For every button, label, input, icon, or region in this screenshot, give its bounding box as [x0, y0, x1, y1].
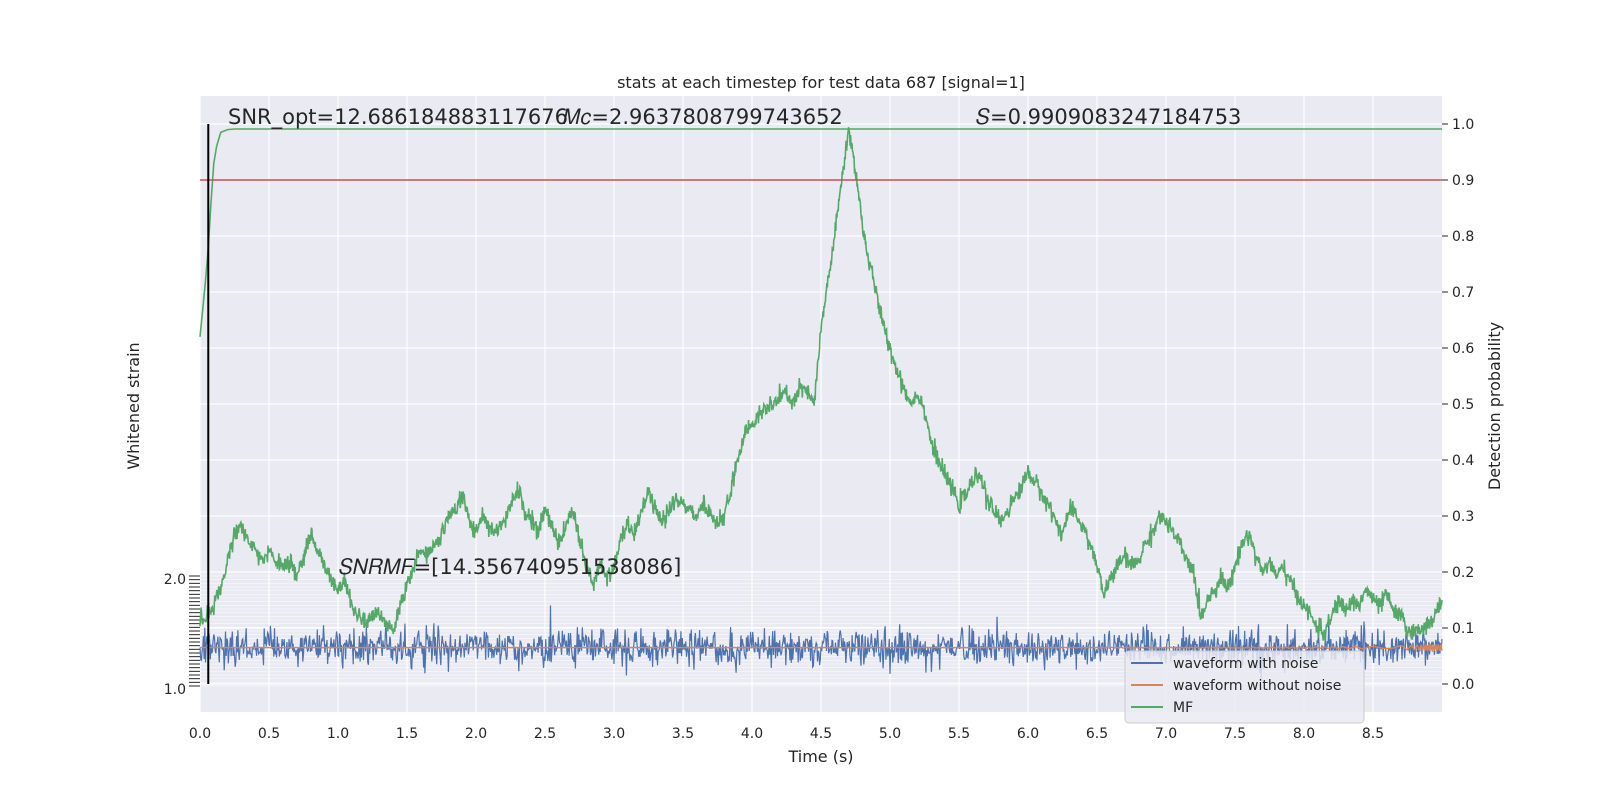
legend-box	[1124, 650, 1365, 724]
right-tick-label: 0.1	[1452, 621, 1474, 637]
x-tick-label: 3.5	[672, 726, 694, 742]
x-tick-label: 8.0	[1293, 726, 1315, 742]
left-axis-ticks: 2.0 1.0	[164, 572, 186, 698]
x-axis-label: Time (s)	[787, 747, 853, 766]
legend-label-clean: waveform without noise	[1173, 678, 1341, 694]
right-tick-label: 0.9	[1452, 173, 1474, 189]
x-tick-label: 4.5	[810, 726, 832, 742]
right-tick-label: 0.3	[1452, 509, 1474, 525]
x-tick-label: 2.0	[465, 726, 487, 742]
noise-line	[199, 605, 1443, 682]
left-axis-label: Whitened strain	[124, 342, 143, 469]
x-tick-label: 0.5	[258, 726, 280, 742]
right-tick-label: 0.2	[1452, 565, 1474, 581]
x-tick-label: 6.0	[1017, 726, 1039, 742]
legend-label-mf: MF	[1173, 700, 1193, 716]
annotation-snr-opt: SNR_opt=12.686184883117676	[228, 105, 568, 130]
legend-label-noise: waveform with noise	[1173, 656, 1318, 672]
right-axis-label: Detection probability	[1485, 322, 1504, 490]
x-tick-label: 1.0	[327, 726, 349, 742]
right-tick-label: 1.0	[1452, 117, 1474, 133]
x-tick-label: 8.5	[1362, 726, 1384, 742]
right-tick-label: 0.6	[1452, 341, 1474, 357]
x-tick-label: 2.5	[534, 726, 556, 742]
right-tick-label: 0.7	[1452, 285, 1474, 301]
x-tick-label: 1.5	[396, 726, 418, 742]
right-axis-ticks: 0.0 0.1 0.2 0.3 0.4 0.5 0.6 0.7 0.8 0.9 1.0	[1442, 117, 1474, 693]
right-tick-label: 0.8	[1452, 229, 1474, 245]
x-tick-label: 4.0	[741, 726, 763, 742]
left-tick-bottom: 1.0	[164, 682, 186, 698]
series-waveform-without-noise	[200, 642, 1443, 653]
annotation-mc: 𝑀𝑐=2.9637808799743652	[563, 105, 843, 129]
legend: waveform with noise waveform without noi…	[1124, 650, 1365, 724]
x-tick-label: 6.5	[1086, 726, 1108, 742]
mf-line	[199, 127, 1443, 642]
right-tick-label: 0.0	[1452, 677, 1474, 693]
chart-title: stats at each timestep for test data 687…	[617, 73, 1025, 92]
x-tick-label: 5.5	[948, 726, 970, 742]
clean-line	[200, 642, 1443, 653]
right-tick-label: 0.4	[1452, 453, 1474, 469]
x-tick-label: 7.5	[1224, 726, 1246, 742]
left-tick-top: 2.0	[164, 572, 186, 588]
x-tick-label: 3.0	[603, 726, 625, 742]
x-tick-label: 7.0	[1155, 726, 1177, 742]
x-tick-label: 5.0	[879, 726, 901, 742]
annotation-snr-mf: 𝑆𝑁𝑅𝑀𝐹=[14.356740951538086]	[339, 555, 681, 579]
right-tick-label: 0.5	[1452, 397, 1474, 413]
x-axis-ticks: 0.0 0.5 1.0 1.5 2.0 2.5 3.0 3.5 4.0 4.5 5.0 5.5 6.0 6…	[189, 726, 1384, 742]
annotation-s: 𝑆=0.9909083247184753	[976, 105, 1241, 129]
x-tick-label: 0.0	[189, 726, 211, 742]
series-waveform-with-noise	[199, 605, 1443, 682]
